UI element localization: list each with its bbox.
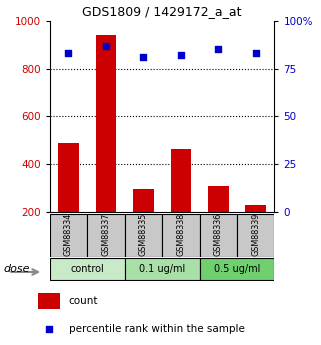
Bar xyxy=(162,214,200,257)
Bar xyxy=(58,143,79,260)
Text: dose: dose xyxy=(3,264,30,274)
Text: GSM88338: GSM88338 xyxy=(176,213,185,256)
Bar xyxy=(96,35,116,260)
Bar xyxy=(125,214,162,257)
Bar xyxy=(87,214,125,257)
Text: 0.1 ug/ml: 0.1 ug/ml xyxy=(139,264,185,274)
Point xyxy=(253,50,258,56)
Point xyxy=(47,326,52,332)
Text: GSM88335: GSM88335 xyxy=(139,213,148,256)
Text: GSM88336: GSM88336 xyxy=(214,213,223,256)
Text: 0.5 ug/ml: 0.5 ug/ml xyxy=(214,264,260,274)
Text: percentile rank within the sample: percentile rank within the sample xyxy=(69,324,245,334)
Bar xyxy=(200,214,237,257)
Bar xyxy=(50,214,87,257)
Title: GDS1809 / 1429172_a_at: GDS1809 / 1429172_a_at xyxy=(82,5,242,18)
Bar xyxy=(133,189,154,260)
Point xyxy=(66,50,71,56)
Text: GSM88339: GSM88339 xyxy=(251,213,260,256)
Bar xyxy=(200,258,274,280)
Bar xyxy=(208,186,229,260)
Bar xyxy=(170,149,191,260)
Bar xyxy=(125,258,200,280)
Point xyxy=(141,54,146,60)
Bar xyxy=(246,205,266,260)
Text: GSM88337: GSM88337 xyxy=(101,213,110,256)
Point xyxy=(178,52,183,58)
Bar xyxy=(50,258,125,280)
Point xyxy=(103,43,108,48)
Text: GSM88334: GSM88334 xyxy=(64,213,73,256)
Bar xyxy=(237,214,274,257)
Text: count: count xyxy=(69,296,98,306)
Point xyxy=(216,47,221,52)
Bar xyxy=(38,293,60,309)
Text: control: control xyxy=(70,264,104,274)
